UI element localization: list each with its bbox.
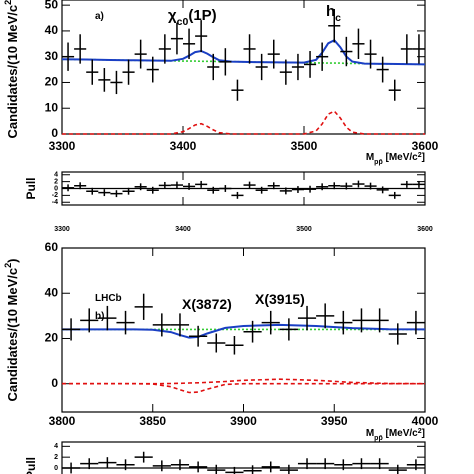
- y-tick-label: 0: [54, 465, 58, 472]
- x-tick-label: 3850: [139, 414, 166, 428]
- x-axis-label-part: M: [366, 152, 374, 163]
- x-axis-label-part: [MeV/c: [383, 428, 418, 439]
- annotation-sub: c: [335, 12, 341, 24]
- annotation-part: a): [95, 11, 104, 22]
- y-tick-label: 0: [51, 376, 58, 390]
- y-axis-label-part: ): [5, 258, 20, 262]
- annotation-part: X(3915): [255, 291, 305, 307]
- y-tick-label: 30: [45, 49, 59, 63]
- fit-curve: [62, 110, 425, 135]
- y-axis-label: Candidates/(10 MeV/c2): [3, 0, 20, 139]
- annotation: b): [95, 311, 104, 322]
- y-axis-label: Candidates/(10 MeV/c2): [3, 258, 20, 401]
- y-tick-label: 20: [45, 331, 59, 345]
- x-tick-label: 3800: [49, 414, 76, 428]
- y-tick-label: 0: [54, 185, 58, 192]
- y-axis-label-sup: 2: [3, 0, 13, 5]
- annotation-part: LHCb: [95, 293, 122, 304]
- x-tick-label: 3900: [230, 414, 257, 428]
- x-axis-label: Mpp̄ [MeV/c2]: [366, 152, 425, 166]
- y-axis-label: Pull: [24, 177, 38, 199]
- annotation-part: h: [326, 3, 335, 20]
- y-axis-label-part: Candidates/(10 MeV/c: [5, 5, 20, 139]
- y-tick-label: 20: [45, 75, 59, 89]
- annotation: χc0(1P): [168, 7, 217, 28]
- x-tick-label: 3600: [417, 226, 433, 233]
- y-tick-label: 2: [54, 178, 58, 185]
- annotation-part: χ: [168, 7, 177, 24]
- annotation: hc: [326, 3, 341, 24]
- x-axis-label-part: M: [366, 428, 374, 439]
- x-tick-label: 3300: [54, 226, 70, 233]
- y-axis-label-part: Pull: [24, 177, 38, 199]
- annotation-part: (1P): [188, 7, 216, 24]
- x-axis-label-part: ]: [422, 152, 425, 163]
- annotation: a): [95, 11, 104, 22]
- x-tick-label: 3300: [49, 139, 76, 153]
- x-axis-label-sub: pp̄: [374, 434, 383, 442]
- fit-curve: [62, 323, 426, 339]
- x-axis-label-part: ]: [422, 428, 425, 439]
- y-axis-label-part: Pull: [24, 457, 38, 474]
- annotation-part: X(3872): [182, 296, 232, 312]
- x-tick-label: 3950: [321, 414, 348, 428]
- fit-curve: [62, 382, 425, 394]
- annotation-part: b): [95, 311, 104, 322]
- y-tick-label: 0: [51, 126, 58, 140]
- y-tick-label: -4: [52, 199, 58, 206]
- y-axis-label-part: Candidates/(10 MeV/c: [5, 268, 20, 402]
- x-tick-label: 3500: [291, 139, 318, 153]
- annotation: LHCb: [95, 293, 122, 304]
- annotation: X(3915): [255, 291, 305, 307]
- frame: [61, 441, 426, 474]
- x-tick-label: 3500: [296, 226, 312, 233]
- y-tick-label: 50: [45, 0, 59, 11]
- x-axis-label-sub: pp̄: [374, 158, 383, 166]
- x-axis-label: Mpp̄ [MeV/c2]: [366, 428, 425, 442]
- y-tick-label: 4: [54, 443, 58, 450]
- x-axis-label-part: [MeV/c: [383, 152, 418, 163]
- y-tick-label: 40: [45, 23, 59, 37]
- y-axis-label: Pull: [24, 457, 38, 474]
- x-axis-label-sup: 2: [418, 428, 422, 435]
- x-tick-label: 3400: [170, 139, 197, 153]
- y-tick-label: 60: [45, 240, 59, 254]
- x-tick-label: 3600: [412, 139, 439, 153]
- y-axis-label-sup: 2: [3, 263, 13, 268]
- x-tick-label: 3400: [175, 226, 191, 233]
- annotation-sub: c0: [177, 16, 189, 28]
- y-tick-label: 10: [45, 100, 59, 114]
- annotation: X(3872): [182, 296, 232, 312]
- x-axis-label-sup: 2: [418, 152, 422, 159]
- y-tick-label: 4: [54, 172, 58, 179]
- fit-curve: [62, 378, 426, 385]
- y-tick-label: 40: [45, 285, 59, 299]
- y-tick-label: 2: [54, 454, 58, 461]
- y-tick-label: -2: [52, 192, 58, 199]
- x-tick-label: 4000: [412, 414, 439, 428]
